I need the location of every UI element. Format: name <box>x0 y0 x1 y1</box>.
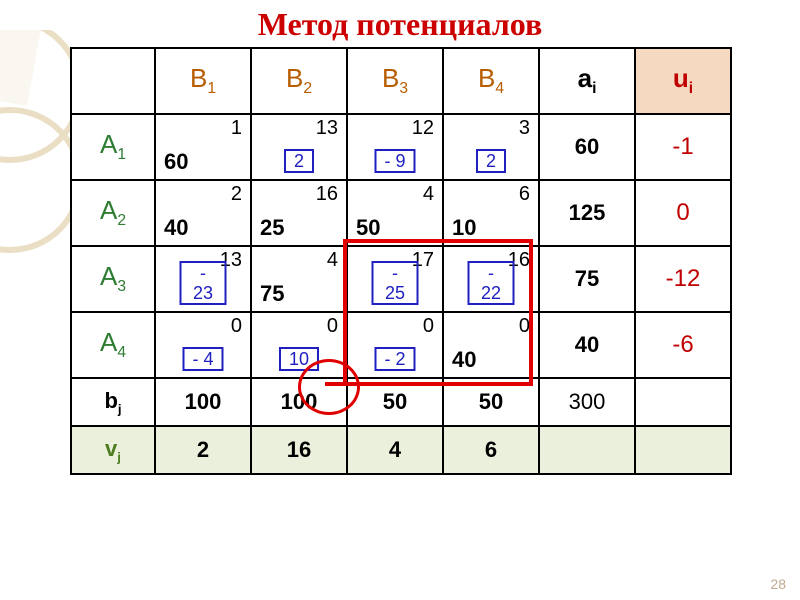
bj-3: 50 <box>347 378 443 426</box>
ai-value: 60 <box>539 114 635 180</box>
allocation: 40 <box>452 347 476 373</box>
delta: 2 <box>476 149 506 173</box>
cost: 4 <box>423 183 434 206</box>
vj-2: 16 <box>251 426 347 474</box>
cell-a3-b1: 13- 23 <box>155 246 251 312</box>
cell-a2-b1: 2 40 <box>155 180 251 246</box>
cost: 0 <box>519 315 530 338</box>
cell-a3-b4: 16- 22 <box>443 246 539 312</box>
cost: 13 <box>316 117 338 140</box>
page-title: Метод потенциалов <box>0 0 800 47</box>
bj-1: 100 <box>155 378 251 426</box>
header-b1: B1 <box>155 48 251 114</box>
header-b4: B4 <box>443 48 539 114</box>
row-a4: A40- 40100- 204040-6 <box>71 312 731 378</box>
row-a2: A224016254506101250 <box>71 180 731 246</box>
cost: 4 <box>327 249 338 272</box>
ai-value: 40 <box>539 312 635 378</box>
bj-blank <box>635 378 731 426</box>
vj-4: 6 <box>443 426 539 474</box>
cost: 16 <box>316 183 338 206</box>
delta: - 9 <box>374 149 415 173</box>
vj-blank1 <box>539 426 635 474</box>
delta: - 22 <box>468 261 515 305</box>
header-row: B1B2B3B4aiui <box>71 48 731 114</box>
row-a1: A116013212- 93260-1 <box>71 114 731 180</box>
ai-value: 125 <box>539 180 635 246</box>
delta: - 23 <box>180 261 227 305</box>
allocation: 60 <box>164 149 188 175</box>
cost: 6 <box>519 183 530 206</box>
row-label-a4: A4 <box>71 312 155 378</box>
ui-value: -6 <box>635 312 731 378</box>
cell-a4-b3: 0 - 2 <box>347 312 443 378</box>
ui-value: 0 <box>635 180 731 246</box>
allocation: 75 <box>260 281 284 307</box>
cost: 3 <box>519 117 530 140</box>
allocation: 50 <box>356 215 380 241</box>
allocation: 10 <box>452 215 476 241</box>
delta: - 2 <box>374 347 415 371</box>
header-b3: B3 <box>347 48 443 114</box>
bj-total: 300 <box>539 378 635 426</box>
cell-a1-b3: 12- 9 <box>347 114 443 180</box>
delta: 2 <box>284 149 314 173</box>
cost: 1 <box>231 117 242 140</box>
ui-value: -1 <box>635 114 731 180</box>
cell-a1-b2: 132 <box>251 114 347 180</box>
cell-a1-b1: 1 60 <box>155 114 251 180</box>
cell-a2-b3: 4 50 <box>347 180 443 246</box>
ai-value: 75 <box>539 246 635 312</box>
cost: 0 <box>327 315 338 338</box>
row-a3: A313- 2347517- 2516- 2275-12 <box>71 246 731 312</box>
delta: - 4 <box>182 347 223 371</box>
cell-a4-b1: 0 - 4 <box>155 312 251 378</box>
row-label-a1: A1 <box>71 114 155 180</box>
slide-number: 28 <box>770 576 786 592</box>
cost: 0 <box>423 315 434 338</box>
transport-table-wrap: B1B2B3B4aiuiA116013212- 93260-1A22401625… <box>70 47 730 475</box>
cost: 12 <box>412 117 434 140</box>
cost: 0 <box>231 315 242 338</box>
vj-3: 4 <box>347 426 443 474</box>
allocation: 25 <box>260 215 284 241</box>
bj-2: 100 <box>251 378 347 426</box>
allocation: 40 <box>164 215 188 241</box>
bj-4: 50 <box>443 378 539 426</box>
vj-blank2 <box>635 426 731 474</box>
header-b2: B2 <box>251 48 347 114</box>
delta: - 25 <box>372 261 419 305</box>
vj-row: vj21646 <box>71 426 731 474</box>
delta: 10 <box>279 347 319 371</box>
cell-a4-b2: 0 10 <box>251 312 347 378</box>
vj-label: vj <box>71 426 155 474</box>
bj-label: bj <box>71 378 155 426</box>
row-label-a2: A2 <box>71 180 155 246</box>
vj-1: 2 <box>155 426 251 474</box>
bj-row: bj1001005050300 <box>71 378 731 426</box>
cell-a1-b4: 32 <box>443 114 539 180</box>
slide-decoration <box>0 30 70 270</box>
cell-a2-b4: 6 10 <box>443 180 539 246</box>
ui-value: -12 <box>635 246 731 312</box>
header-ui: ui <box>635 48 731 114</box>
row-label-a3: A3 <box>71 246 155 312</box>
cell-a2-b2: 1625 <box>251 180 347 246</box>
cell-a3-b2: 4 75 <box>251 246 347 312</box>
cell-a3-b3: 17- 25 <box>347 246 443 312</box>
cost: 2 <box>231 183 242 206</box>
header-blank <box>71 48 155 114</box>
transport-table: B1B2B3B4aiuiA116013212- 93260-1A22401625… <box>70 47 732 475</box>
header-ai: ai <box>539 48 635 114</box>
cell-a4-b4: 0 40 <box>443 312 539 378</box>
